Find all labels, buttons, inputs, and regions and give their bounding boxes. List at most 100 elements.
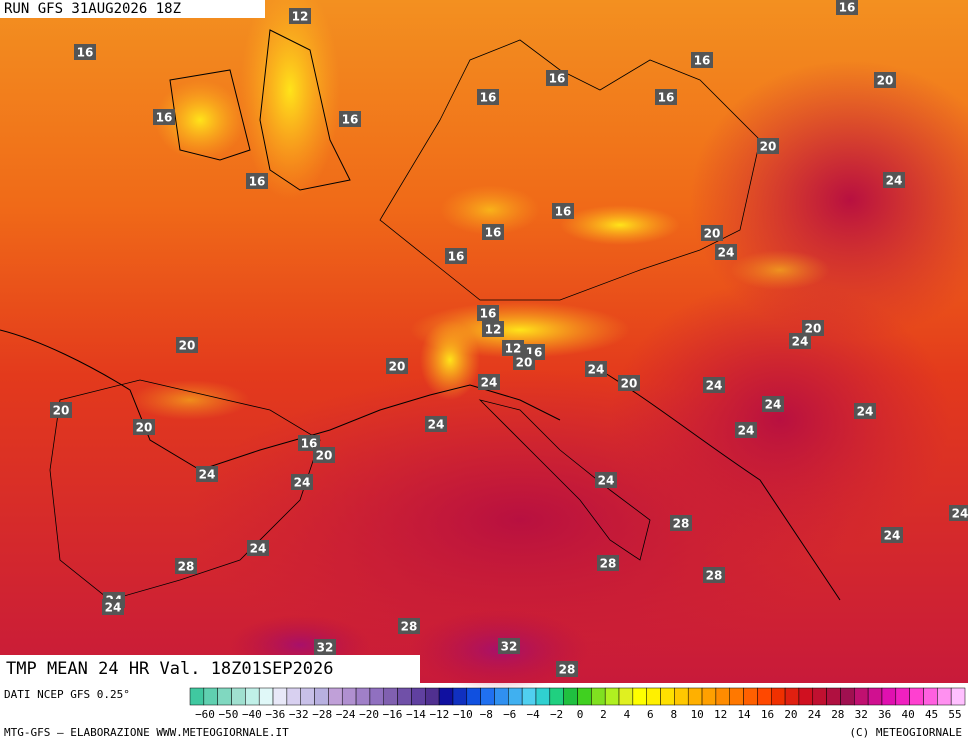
colorbar-swatch bbox=[660, 687, 675, 706]
run-box bbox=[0, 0, 265, 18]
label-box bbox=[289, 8, 311, 24]
contour-label: 20 bbox=[136, 421, 153, 435]
label-box bbox=[176, 337, 198, 353]
contour-label: 16 bbox=[342, 113, 359, 127]
label-box bbox=[757, 138, 779, 154]
contour-label: 32 bbox=[317, 641, 334, 655]
label-box bbox=[854, 403, 876, 419]
colorbar-label: −36 bbox=[265, 708, 285, 721]
contour-label: 20 bbox=[179, 339, 196, 353]
colorbar-label: 16 bbox=[761, 708, 774, 721]
label-box bbox=[789, 333, 811, 349]
title-box bbox=[0, 655, 420, 683]
label-box bbox=[691, 52, 713, 68]
contour-label: 24 bbox=[706, 379, 723, 393]
label-box bbox=[655, 89, 677, 105]
contour-label: 16 bbox=[485, 226, 502, 240]
label-box bbox=[762, 396, 784, 412]
colorbar-label: −2 bbox=[550, 708, 563, 721]
colorbar-label: 40 bbox=[902, 708, 915, 721]
colorbar-swatch bbox=[286, 687, 301, 706]
colorbar-swatch bbox=[674, 687, 689, 706]
contour-label: 28 bbox=[401, 620, 418, 634]
colorbar-label: −20 bbox=[359, 708, 379, 721]
colorbar-swatch bbox=[355, 687, 371, 706]
colorbar-swatch bbox=[521, 687, 537, 706]
colorbar-swatch bbox=[632, 687, 647, 706]
colorbar-swatch bbox=[480, 687, 495, 706]
label-box bbox=[482, 224, 504, 240]
label-box bbox=[478, 374, 500, 390]
colorbar-label: −50 bbox=[219, 708, 239, 721]
label-box bbox=[881, 527, 903, 543]
colorbar-swatch bbox=[217, 687, 232, 706]
colorbar-swatch bbox=[272, 687, 288, 706]
label-box bbox=[196, 466, 218, 482]
colorbar-swatch bbox=[466, 687, 481, 706]
contour-label: 20 bbox=[621, 377, 638, 391]
colorbar-swatch bbox=[798, 687, 814, 706]
label-box bbox=[102, 599, 124, 615]
colorbar-label: 45 bbox=[925, 708, 938, 721]
contour-label: 16 bbox=[694, 54, 711, 68]
contour-label: 12 bbox=[485, 323, 502, 337]
contour-label: 20 bbox=[704, 227, 721, 241]
contour-label: 20 bbox=[316, 449, 333, 463]
colorbar-swatch bbox=[328, 687, 343, 706]
colorbar: −60 −50 −40 −36 −32 −28 −24 −20 −16 −14 −12 −10 −8 −6… bbox=[189, 687, 966, 721]
colorbar-swatch bbox=[231, 687, 246, 706]
colorbar-label: 14 bbox=[737, 708, 751, 721]
contour-label: 16 bbox=[549, 72, 566, 86]
colorbar-label: −16 bbox=[383, 708, 403, 721]
source: DATI NCEP GFS 0.25° bbox=[4, 688, 130, 701]
colorbar-swatch bbox=[591, 687, 606, 706]
colorbar-label: −24 bbox=[336, 708, 356, 721]
label-box bbox=[313, 447, 335, 463]
contour-label: 20 bbox=[877, 74, 894, 88]
label-box bbox=[513, 354, 535, 370]
colorbar-label: −4 bbox=[527, 708, 541, 721]
colorbar-swatch bbox=[494, 687, 509, 706]
colorbar-swatch bbox=[854, 687, 869, 706]
colorbar-swatch bbox=[867, 687, 883, 706]
contour-label: 16 bbox=[448, 250, 465, 264]
colorbar-label: −40 bbox=[242, 708, 262, 721]
colorbar-swatch bbox=[950, 687, 966, 706]
colorbar-swatch bbox=[604, 687, 620, 706]
colorbar-swatch bbox=[245, 687, 260, 706]
label-box bbox=[425, 416, 447, 432]
label-box bbox=[398, 618, 420, 634]
colorbar-swatch bbox=[258, 687, 274, 706]
label-box bbox=[836, 0, 858, 15]
contour-label: 16 bbox=[480, 307, 497, 321]
colorbar-swatch bbox=[549, 687, 564, 706]
copyright: (C) METEOGIORNALE bbox=[849, 726, 962, 739]
colorbar-label: 32 bbox=[855, 708, 868, 721]
contour-label: 32 bbox=[501, 640, 518, 654]
colorbar-swatch bbox=[881, 687, 897, 706]
contour-label: 16 bbox=[839, 1, 856, 15]
colorbar-label: 6 bbox=[647, 708, 654, 721]
colorbar-label: −12 bbox=[429, 708, 449, 721]
contour-label: 24 bbox=[588, 363, 605, 377]
label-box bbox=[175, 558, 197, 574]
contour-label: 16 bbox=[480, 91, 497, 105]
colorbar-label: 36 bbox=[878, 708, 891, 721]
colorbar-swatch bbox=[895, 687, 910, 706]
label-box bbox=[949, 505, 968, 521]
label-box bbox=[552, 203, 574, 219]
colorbar-label: 10 bbox=[691, 708, 704, 721]
label-box bbox=[597, 555, 619, 571]
label-box bbox=[670, 515, 692, 531]
contour-label: 24 bbox=[765, 398, 782, 412]
credits: MTG-GFS — ELABORAZIONE WWW.METEOGIORNALE… bbox=[4, 726, 289, 739]
label-box bbox=[74, 44, 96, 60]
colorbar-label: −28 bbox=[312, 708, 332, 721]
colorbar-swatch bbox=[563, 687, 578, 706]
colorbar-label: −6 bbox=[503, 708, 516, 721]
colorbar-swatch bbox=[812, 687, 827, 706]
contour-label: 28 bbox=[600, 557, 617, 571]
label-box bbox=[546, 70, 568, 86]
label-box bbox=[595, 472, 617, 488]
label-box bbox=[477, 305, 499, 321]
